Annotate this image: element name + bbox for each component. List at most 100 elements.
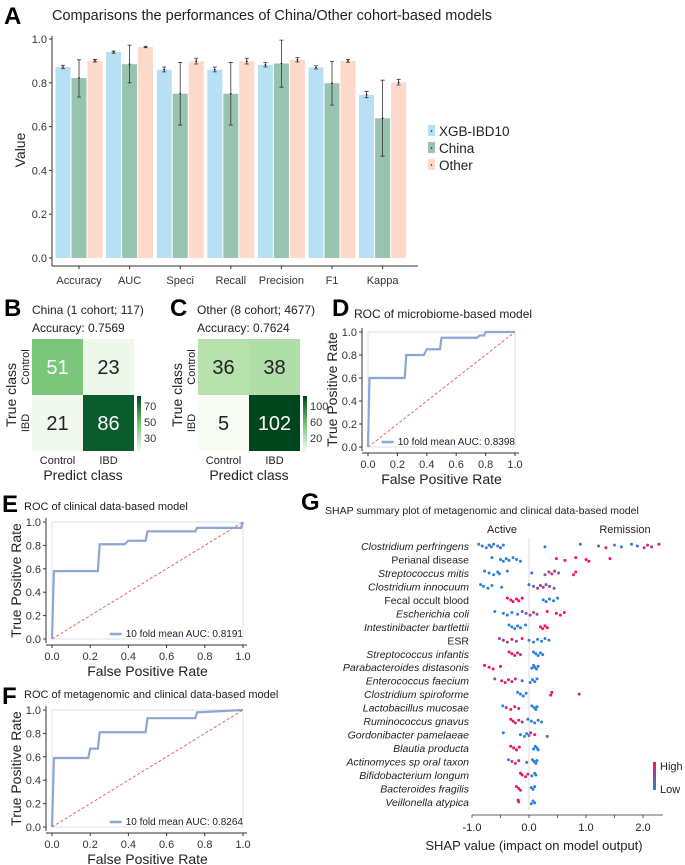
feature-label: Bifidobacterium longum [359,770,469,782]
bar-china [273,63,289,258]
shap-point [479,583,483,587]
shap-point [517,759,521,763]
error-bar-center [347,60,349,62]
error-bar-center [381,117,384,120]
shap-point [505,596,509,600]
error-bar-center [163,68,166,71]
shap-point [597,544,601,548]
shap-point [535,705,539,709]
shap-point [517,707,521,711]
error-bar-center [195,60,198,63]
shap-point [500,679,504,683]
y-axis-label: True Positive Rate [8,523,24,638]
shap-point [544,600,548,604]
shap-point [532,650,536,654]
x-category-label: Control [40,455,75,467]
bar-xgb-ibd10 [308,67,324,258]
shap-point [630,542,634,546]
shap-point [516,690,520,694]
shap-point [520,720,524,724]
shap-point [554,557,558,561]
shap-point [516,651,520,655]
shap-point [650,545,654,549]
colorbar [137,396,141,452]
error-bar-center [331,82,333,85]
shap-point [528,613,532,617]
shap-point [534,707,538,711]
shap-point [477,542,481,546]
shap-point [550,572,554,576]
shap-point [525,760,529,764]
legend-label: 10 fold mean AUC: 0.8264 [126,817,244,828]
shap-point [513,627,517,631]
x-tick-label: 0.0 [44,839,59,851]
shap-point [613,543,616,547]
shap-point [517,718,521,722]
shap-point [532,747,536,751]
bar-xgb-ibd10 [156,69,172,258]
shap-point [505,569,509,573]
shap-point [563,558,567,562]
bar-china [71,77,87,259]
shap-point [506,758,510,762]
shap-point [587,559,591,563]
shap-point [517,745,521,749]
y-tick-label: 1.0 [32,34,47,46]
error-bar-center [62,66,64,68]
chart-d-title: ROC of microbiome-based model [354,307,532,321]
shap-point [517,599,521,603]
shap-point [501,611,505,615]
y-axis-label: True class [3,363,19,427]
panel-label-d: D [332,295,349,322]
shap-point [483,569,487,573]
x-tick-label: -1.0 [463,822,482,834]
bar-xgb-ibd10 [359,94,375,258]
roc-chart-e: ROC of clinical data-based model 0.0 0.2 0… [8,501,251,679]
matrix-cell-value: 51 [46,357,68,379]
mean-roc-curve [50,521,245,640]
shap-point [558,613,562,617]
bar-other [239,61,255,259]
shap-point [533,801,537,805]
y-axis-label: True Positive Rate [8,711,24,826]
colorbar-high-label: High [660,761,683,773]
chart-f-title: ROC of metagenomic and clinical data-bas… [24,689,278,701]
shap-point [532,610,536,614]
shap-point [530,666,534,670]
colorbar-tick-label: 60 [310,417,322,429]
shap-summary-g: SHAP summary plot of metagenomic and cli… [325,505,683,853]
bar-china [324,83,340,258]
shap-point [657,542,661,546]
shap-point [509,707,513,711]
shap-point [545,610,549,614]
feature-label: Ruminococcus gnavus [363,716,469,728]
shap-point [548,597,552,601]
shap-point [556,596,559,600]
x-tick-label: 1.0 [507,459,522,471]
bar-other [87,60,103,259]
shap-point [552,599,556,603]
feature-label: Fecal occult blood [384,595,469,607]
chance-diagonal [51,521,244,640]
error-bar-center [315,66,317,69]
shap-point [534,773,538,777]
x-axis-label: False Positive Rate [381,471,502,487]
x-tick-label: 0.8 [197,651,212,663]
y-tick-label: 0.4 [32,165,47,177]
shap-point [543,636,547,640]
x-category-label: IBD [265,455,283,467]
y-category-label: IBD [20,414,32,432]
shap-point [514,785,518,789]
shap-point [481,584,485,588]
shap-point [562,610,566,614]
y-axis-label: True Positive Rate [324,332,340,447]
matrix-cell [32,395,83,451]
error-bar-center [94,60,96,62]
y-axis-label: True class [169,363,185,427]
y-tick-label: 0.8 [26,540,41,552]
feature-label: Actinomyces sp oral taxon [345,757,469,769]
shap-point [510,680,514,684]
shap-point [490,584,494,588]
bar-xgb-ibd10 [257,64,273,258]
